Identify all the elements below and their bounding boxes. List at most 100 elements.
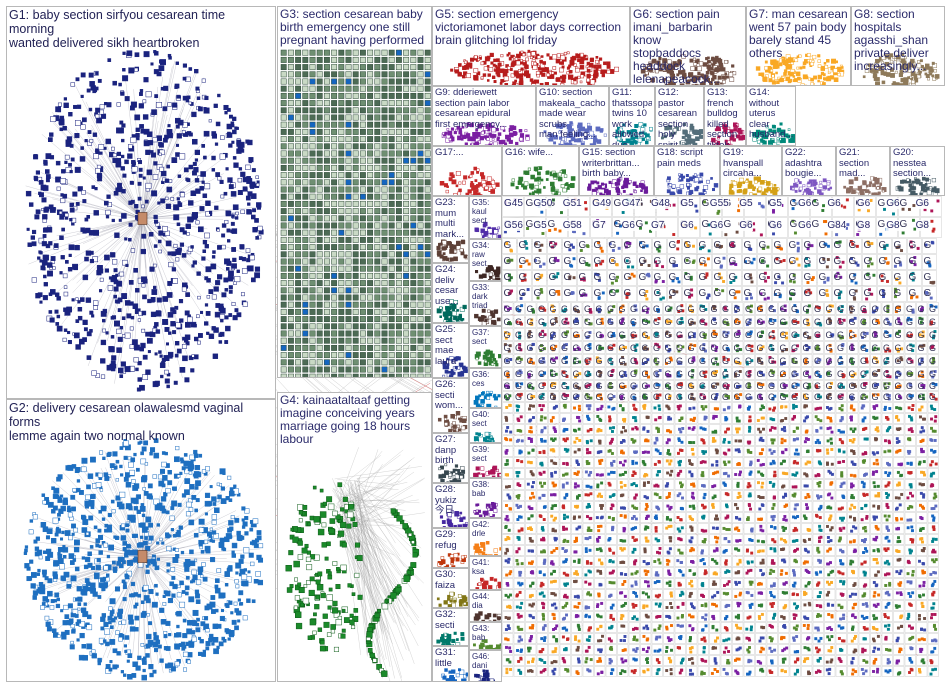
small-group-glyph: G: [837, 343, 844, 353]
small-group-glyph: G: [745, 343, 752, 353]
small-group-glyph: G: [630, 392, 637, 402]
small-group-glyph: G: [814, 330, 821, 340]
small-group-glyph: G: [504, 317, 511, 327]
small-group-glyph: G: [607, 369, 614, 379]
group-cluster-g22: [789, 178, 833, 195]
small-group-glyph: G: [653, 369, 660, 379]
small-group-glyph: G: [653, 381, 660, 391]
small-group-glyph: G: [826, 343, 833, 353]
small-group-glyph: G: [624, 240, 632, 251]
small-group-glyph: G: [918, 330, 925, 340]
small-group-label: G7: [592, 220, 606, 231]
small-group-glyph: G: [594, 256, 602, 267]
small-group-glyph: G: [834, 240, 842, 251]
group-label: G11: thatssopaigee twins 10 work allowed…: [612, 88, 652, 146]
small-group-glyph: G: [699, 256, 707, 267]
small-group-glyph: G: [538, 304, 545, 314]
small-group-glyph: G: [849, 304, 856, 314]
small-group-glyph: G: [849, 381, 856, 391]
small-group-glyph: G: [803, 304, 810, 314]
small-group-glyph: G: [609, 240, 617, 251]
group-label: G46: dani: [472, 652, 490, 670]
group-panel-g38: G38: bab: [469, 478, 502, 518]
small-group-glyph: G: [929, 343, 936, 353]
group-panel-g25: G25: sect mae laura: [432, 323, 469, 378]
small-group-glyph: G: [504, 272, 512, 283]
small-group-glyph: G: [757, 317, 764, 327]
group-panel-g31: G31: little: [432, 646, 469, 682]
group-cluster-g8: [862, 52, 940, 85]
small-group-glyph: G: [561, 381, 568, 391]
small-group-glyph: G: [780, 330, 787, 340]
group-label: G8: section hospitals agasshi_shan priva…: [854, 8, 929, 73]
group-label: G44: dia: [472, 592, 490, 610]
small-group-glyph: G: [909, 272, 917, 283]
small-group-glyph: G: [653, 392, 660, 402]
small-group-label: G6: [709, 220, 724, 231]
small-group-glyph: G: [745, 392, 752, 402]
small-group-glyph: G: [759, 272, 767, 283]
small-group-label: G6: [739, 220, 753, 231]
small-group-glyph: G: [711, 330, 718, 340]
small-group-glyph: G: [929, 392, 936, 402]
group-cluster-g12: [660, 122, 703, 145]
small-group-glyph: G: [895, 304, 902, 314]
small-group-glyph: G: [803, 330, 810, 340]
group-cluster-g5: [450, 49, 619, 85]
small-group-glyph: G: [579, 272, 587, 283]
small-group-glyph: G: [676, 330, 683, 340]
small-group-glyph: G: [676, 392, 683, 402]
small-group-glyph: G: [722, 369, 729, 379]
small-group-glyph: G: [573, 304, 580, 314]
small-group-label: G7: [651, 220, 665, 231]
group-panel-g20: G20: nesstea section...: [890, 146, 945, 196]
small-group-glyph: G: [624, 288, 632, 299]
small-group-glyph: G: [579, 288, 587, 299]
small-group-glyph: G: [538, 381, 545, 391]
small-group-glyph: G: [883, 381, 890, 391]
small-group-glyph: G: [929, 369, 936, 379]
small-group-glyph: G: [504, 369, 511, 379]
small-group-glyph: G: [630, 356, 637, 366]
small-group-glyph: G: [573, 356, 580, 366]
small-group-glyph: G: [573, 381, 580, 391]
group-panel-g46: G46: dani: [469, 650, 502, 682]
small-group-glyph: G: [684, 256, 692, 267]
group-label: G21: section mad...: [839, 148, 870, 179]
small-group-glyph: G: [860, 304, 867, 314]
small-group-glyph: G: [722, 392, 729, 402]
group-cluster-g6: [640, 54, 737, 85]
small-group-glyph: G: [665, 381, 672, 391]
small-group-glyph: G: [639, 288, 647, 299]
small-group-glyph: G: [702, 219, 710, 230]
small-group-label: G8: [915, 220, 929, 231]
small-group-glyph: G: [906, 381, 913, 391]
group-cluster-g14: [752, 122, 795, 145]
small-group-glyph: G: [653, 330, 660, 340]
small-group-glyph: G: [774, 272, 782, 283]
small-group-glyph: G: [757, 392, 764, 402]
group-panel-g37: G37: sect: [469, 326, 502, 368]
small-group-glyph: G: [722, 330, 729, 340]
group-cluster-g41: [475, 576, 501, 589]
group-panel-g6: G6: section pain imani_barbarin know sto…: [630, 6, 746, 86]
small-group-glyph: G: [714, 240, 722, 251]
small-group-glyph: G: [504, 288, 512, 299]
group-label: G32: secti: [435, 610, 456, 631]
small-group-glyph: G: [669, 256, 677, 267]
small-group-glyph: G: [860, 330, 867, 340]
small-group-glyph: G: [619, 392, 626, 402]
small-group-glyph: G: [906, 356, 913, 366]
small-group-glyph: G: [630, 317, 637, 327]
small-group-glyph: G: [526, 198, 534, 209]
small-group-glyph: G: [790, 198, 798, 209]
small-group-glyph: G: [584, 343, 591, 353]
small-group-glyph: G: [642, 317, 649, 327]
small-group-glyph: G: [826, 369, 833, 379]
small-group-label: G50: [533, 198, 553, 209]
small-group-glyph: G: [573, 369, 580, 379]
small-group-glyph: G: [757, 343, 764, 353]
small-group-glyph: G: [714, 288, 722, 299]
small-group-glyph: G: [538, 392, 545, 402]
small-group-glyph: G: [879, 288, 887, 299]
